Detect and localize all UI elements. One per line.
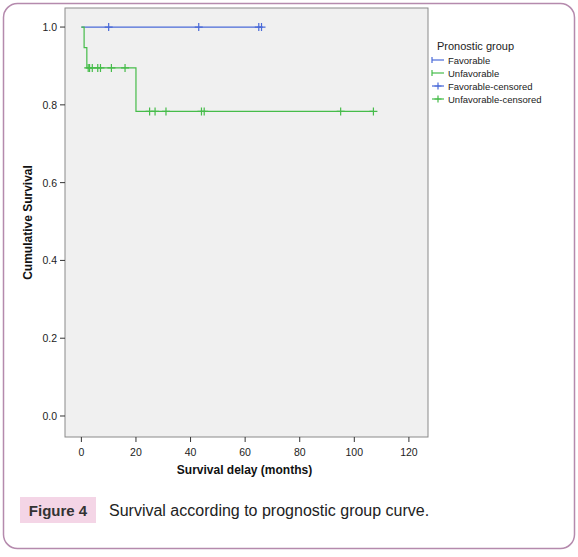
censored-marker bbox=[105, 23, 113, 31]
y-tick-label: 0.2 bbox=[42, 332, 57, 344]
censored-marker bbox=[162, 107, 170, 115]
censored-marker bbox=[107, 64, 115, 72]
x-tick bbox=[190, 437, 191, 442]
y-tick-label: 0.4 bbox=[42, 254, 57, 266]
x-tick-label: 0 bbox=[78, 446, 84, 458]
censored-marker bbox=[96, 64, 104, 72]
figure-border bbox=[4, 4, 575, 549]
y-tick-label: 0.0 bbox=[42, 410, 57, 422]
legend-swatch bbox=[432, 59, 444, 60]
x-tick-label: 80 bbox=[294, 446, 306, 458]
legend-marker bbox=[435, 96, 442, 103]
censored-marker bbox=[369, 107, 377, 115]
plot-area bbox=[65, 8, 428, 437]
legend-swatch bbox=[432, 72, 444, 73]
y-tick bbox=[60, 338, 65, 339]
legend-swatch-step bbox=[431, 57, 432, 63]
x-tick bbox=[408, 437, 409, 442]
survival-curve bbox=[81, 27, 373, 111]
y-tick bbox=[60, 415, 65, 416]
y-tick-label: 1.0 bbox=[42, 21, 57, 33]
y-tick bbox=[60, 27, 65, 28]
x-tick-label: 120 bbox=[400, 446, 418, 458]
marks bbox=[81, 23, 377, 115]
caption-label: Figure 4 bbox=[29, 502, 88, 519]
censored-marker bbox=[258, 23, 266, 31]
legend-label: Favorable bbox=[448, 55, 490, 66]
x-tick bbox=[354, 437, 355, 442]
y-tick-label: 0.6 bbox=[42, 177, 57, 189]
x-tick bbox=[245, 437, 246, 442]
y-tick-label: 0.8 bbox=[42, 99, 57, 111]
legend-label: Unfavorable bbox=[448, 68, 499, 79]
x-tick bbox=[299, 437, 300, 442]
legend-marker bbox=[435, 83, 442, 90]
legend-swatch-step bbox=[431, 70, 432, 76]
caption-title: Survival according to prognostic group c… bbox=[109, 502, 429, 519]
y-tick bbox=[60, 104, 65, 105]
legend-label: Favorable-censored bbox=[448, 81, 533, 92]
x-tick bbox=[135, 437, 136, 442]
legend-title: Pronostic group bbox=[437, 40, 514, 52]
x-tick-label: 100 bbox=[346, 446, 364, 458]
y-axis-label: Cumulative Survival bbox=[21, 165, 35, 280]
caption-label-box bbox=[20, 497, 96, 523]
censored-marker bbox=[121, 64, 129, 72]
legend-label: Unfavorable-censored bbox=[448, 94, 541, 105]
censored-marker bbox=[337, 107, 345, 115]
x-tick-label: 20 bbox=[130, 446, 142, 458]
chart: 0 20 40 60 80 100 120 0.0 0.2 0.4 0.6 0.8 1.0 Surviva… bbox=[0, 0, 578, 557]
x-axis-label: Survival delay (months) bbox=[177, 463, 312, 477]
censored-marker bbox=[151, 107, 159, 115]
censored-marker bbox=[195, 23, 203, 31]
censored-marker bbox=[200, 107, 208, 115]
y-tick bbox=[60, 260, 65, 261]
x-tick-label: 40 bbox=[185, 446, 197, 458]
x-tick-label: 60 bbox=[239, 446, 251, 458]
x-tick bbox=[81, 437, 82, 442]
y-tick bbox=[60, 182, 65, 183]
